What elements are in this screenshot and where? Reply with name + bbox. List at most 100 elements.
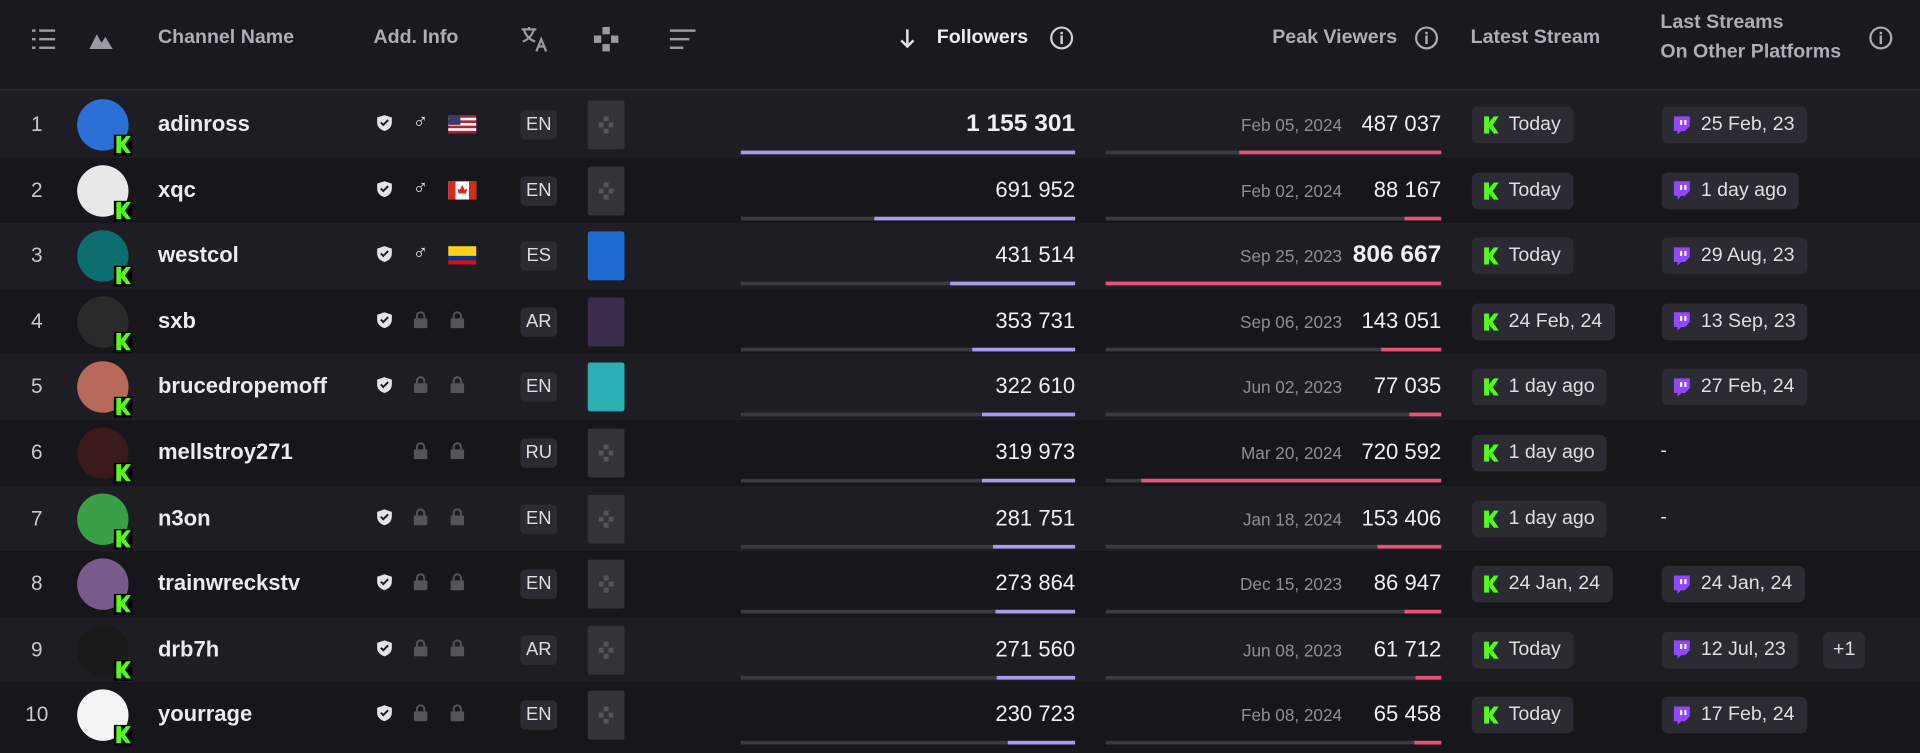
rank: 6 [30,440,43,465]
lock-icon [413,639,430,659]
followers: 281 751 [995,505,1076,530]
peak-bar [1141,478,1442,483]
latest-stream-badge[interactable]: Today [1471,631,1574,669]
peak-viewers: 61 712 [1373,636,1442,661]
info-icon[interactable] [1414,26,1439,50]
latest-stream-badge[interactable]: Today [1471,697,1574,734]
other-platform-badge[interactable]: 25 Feb, 23 [1661,106,1807,144]
peak-track [1105,544,1442,549]
peak-viewers: 143 051 [1361,308,1442,333]
peak-date: Mar 20, 2024 [1241,443,1343,463]
peak-bar [1105,281,1442,286]
channel-name[interactable]: sxb [157,308,196,333]
sort-arrow[interactable] [899,27,916,51]
row[interactable] [0,91,1920,158]
latest-stream-badge[interactable]: 24 Jan, 24 [1471,565,1613,603]
other-platform-badge[interactable]: 12 Jul, 23 [1661,631,1799,669]
channel-name[interactable]: n3on [157,505,211,530]
kick-badge [113,265,133,287]
channel-name[interactable]: yourrage [157,702,253,727]
header-channel-name[interactable]: Channel Name [157,26,295,48]
latest-stream-badge[interactable]: 1 day ago [1471,434,1607,472]
kick-badge [113,397,133,419]
channel-name[interactable]: adinross [157,111,250,136]
row[interactable] [0,485,1920,552]
latest-stream-badge[interactable]: 1 day ago [1471,500,1607,538]
followers-track [740,544,1076,549]
followers-bar [982,478,1076,483]
peak-viewers: 153 406 [1361,505,1442,530]
latest-stream: 1 day ago [1508,507,1595,529]
header-add-info[interactable]: Add. Info [373,26,459,48]
channel-name[interactable]: xqc [157,177,196,202]
kick-badge [113,659,133,681]
other-platform: 1 day ago [1700,179,1787,201]
lock-icon [413,573,430,593]
peak-date: Jun 02, 2023 [1242,377,1343,398]
channel-name[interactable]: drb7h [157,636,220,661]
peak-date: Jan 18, 2024 [1242,508,1343,529]
latest-stream-badge[interactable]: Today [1471,237,1574,275]
latest-stream-badge[interactable]: Today [1471,172,1574,209]
more-badge[interactable]: +1 [1823,631,1866,669]
kick-badge [113,331,133,353]
other-platform-badge[interactable]: 1 day ago [1661,172,1800,209]
gender-icon: ♂ [412,175,429,200]
list-icon[interactable] [31,28,56,50]
followers-track [740,281,1076,286]
header-last-streams-2[interactable]: On Other Platforms [1660,41,1842,63]
verified-icon [376,508,393,528]
info-icon[interactable] [1049,26,1074,50]
peak-date: Jun 08, 2023 [1242,640,1343,660]
other-platform-badge[interactable]: 24 Jan, 24 [1661,565,1805,603]
verified-icon [376,311,393,331]
peak-bar [1413,741,1442,745]
peak-viewers: 720 592 [1361,439,1442,465]
game [587,166,625,216]
channel-name[interactable]: mellstroy271 [157,439,293,465]
latest-stream: Today [1508,704,1561,726]
peak-date: Feb 02, 2024 [1241,180,1343,201]
header-last-streams[interactable]: Last Streams [1660,12,1784,34]
peak-track [1105,675,1442,680]
latest-stream: 1 day ago [1508,442,1595,463]
followers: 273 864 [995,570,1076,596]
followers-bar [981,413,1076,417]
game [587,297,625,347]
kick-badge [113,462,133,484]
channel-name[interactable]: trainwreckstv [157,570,301,596]
header-peak-viewers[interactable]: Peak Viewers [1272,26,1398,48]
row[interactable] [0,157,1920,224]
latest-stream-badge[interactable]: Today [1471,106,1574,144]
channel-name[interactable]: brucedropemoff [157,373,327,399]
latest-stream-badge[interactable]: 1 day ago [1471,369,1607,406]
other-platform-badge[interactable]: 27 Feb, 24 [1661,369,1807,406]
game-icon[interactable] [593,26,620,53]
row[interactable] [0,288,1920,355]
row[interactable] [0,616,1920,683]
other-platform-badge[interactable]: 13 Sep, 23 [1661,303,1808,341]
peak-track [1105,413,1442,417]
other-platform-badge[interactable]: 17 Feb, 24 [1661,697,1807,734]
header-latest-stream[interactable]: Latest Stream [1470,26,1601,48]
peak-viewers: 77 035 [1373,373,1442,399]
row[interactable] [0,223,1920,289]
title-icon[interactable] [669,28,697,50]
rank-icon[interactable] [89,28,113,50]
channel-name[interactable]: westcol [157,242,239,268]
other-platform-badge[interactable]: 29 Aug, 23 [1661,237,1807,275]
header [0,0,1920,91]
other-platform: 13 Sep, 23 [1700,310,1796,332]
peak-date: Feb 05, 2024 [1241,115,1343,135]
language-icon[interactable] [520,24,549,53]
info-icon[interactable] [1869,26,1893,50]
latest-stream-badge[interactable]: 24 Feb, 24 [1471,303,1615,341]
other-platform: - [1660,506,1667,528]
header-followers[interactable]: Followers [936,26,1029,48]
gender-icon: ♂ [412,110,429,134]
row[interactable] [0,682,1920,749]
peak-track [1105,347,1442,352]
verified-icon [376,573,393,593]
peak-bar [1415,675,1442,680]
